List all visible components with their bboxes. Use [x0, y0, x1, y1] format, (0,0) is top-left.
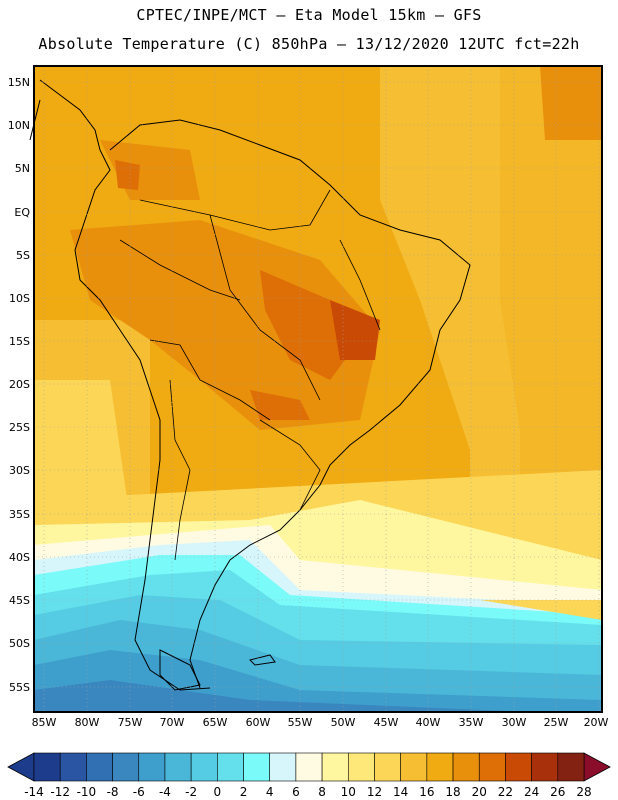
colorbar-swatch	[478, 752, 506, 782]
colorbar-low-arrow	[7, 752, 35, 782]
lat-label: 20S	[9, 378, 30, 391]
lat-label: 25S	[9, 421, 30, 434]
lon-label: 50W	[331, 716, 356, 729]
coastlines	[29, 79, 471, 691]
colorbar-label: -8	[107, 785, 119, 799]
pacific-coastline	[39, 79, 211, 691]
lat-label: 50S	[9, 637, 30, 650]
lon-label: 85W	[32, 716, 57, 729]
lon-label: 65W	[203, 716, 228, 729]
colorbar-swatch	[347, 752, 375, 782]
colorbar-label: -4	[159, 785, 171, 799]
colorbar-label: 22	[498, 785, 513, 799]
lat-label: 15N	[8, 76, 30, 89]
map-frame	[33, 65, 603, 713]
lon-label: 55W	[288, 716, 313, 729]
lat-label: 55S	[9, 681, 30, 694]
temperature-field	[34, 66, 602, 712]
lon-label: 70W	[160, 716, 185, 729]
colorbar-label: 14	[393, 785, 408, 799]
colorbar-swatch	[243, 752, 271, 782]
colorbar-swatch	[374, 752, 401, 782]
lat-label: 5N	[15, 162, 30, 175]
colorbar-label: -10	[77, 785, 97, 799]
colorbar-swatch	[557, 752, 585, 782]
atlantic-coastline	[109, 119, 471, 689]
lat-label: 15S	[9, 335, 30, 348]
colorbar-swatch	[112, 752, 140, 782]
colorbar-label: -6	[133, 785, 145, 799]
continental-warm-interior	[70, 220, 380, 430]
chart-subtitle: Absolute Temperature (C) 850hPa – 13/12/…	[38, 35, 580, 53]
colorbar-swatch	[452, 752, 480, 782]
falkland-islands	[249, 654, 276, 666]
colorbar: -14 -12 -10 -8 -6 -4 -2 0 2 4 6 8 10 12 14 16 18 20 22 24 26…	[7, 752, 611, 799]
lat-label: 40S	[9, 551, 30, 564]
lon-label: 30W	[502, 716, 527, 729]
tierra-del-fuego	[159, 649, 201, 691]
lon-label: 25W	[544, 716, 569, 729]
colorbar-swatch	[400, 752, 428, 782]
colorbar-label: 16	[419, 785, 434, 799]
lat-label: 30S	[9, 464, 30, 477]
colorbar-label: 18	[445, 785, 460, 799]
latitude-axis: 15N 10N 5N EQ 5S 10S 15S 20S 25S 30S 35S…	[8, 76, 31, 694]
colorbar-swatch	[321, 752, 349, 782]
colorbar-label: -2	[185, 785, 197, 799]
colorbar-swatch	[86, 752, 113, 782]
lat-label: 10S	[9, 292, 30, 305]
lat-label: 5S	[16, 249, 30, 262]
colorbar-label: -14	[24, 785, 44, 799]
colorbar-label: 0	[214, 785, 222, 799]
colorbar-label: 2	[240, 785, 248, 799]
colorbar-swatch	[138, 752, 166, 782]
colorbar-label: -12	[50, 785, 70, 799]
colorbar-label: 10	[341, 785, 356, 799]
lat-label: 10N	[8, 119, 30, 132]
hot-core-brazil	[260, 270, 360, 380]
colorbar-label: 24	[524, 785, 539, 799]
lon-label: 35W	[459, 716, 484, 729]
country-borders	[119, 189, 381, 561]
lon-label: 75W	[118, 716, 143, 729]
colorbar-label: 4	[266, 785, 274, 799]
colorbar-swatch	[295, 752, 323, 782]
chart-title: CPTEC/INPE/MCT – Eta Model 15km – GFS	[136, 6, 482, 24]
colorbar-label: 20	[472, 785, 487, 799]
colorbar-label: 6	[292, 785, 300, 799]
colorbar-label: 28	[576, 785, 591, 799]
colorbar-label: 12	[367, 785, 382, 799]
north-warm-patch	[540, 66, 602, 140]
lat-label: 45S	[9, 594, 30, 607]
colorbar-swatch	[426, 752, 454, 782]
colorbar-swatch	[59, 752, 87, 782]
lat-label: EQ	[14, 206, 30, 219]
colorbar-swatch	[531, 752, 559, 782]
lon-label: 20W	[584, 716, 609, 729]
lat-label: 35S	[9, 508, 30, 521]
colorbar-swatch	[33, 752, 61, 782]
colorbar-swatch	[190, 752, 218, 782]
lat-lon-grid	[34, 66, 602, 712]
colorbar-swatch	[217, 752, 244, 782]
lon-label: 80W	[75, 716, 100, 729]
lon-label: 40W	[416, 716, 441, 729]
lon-label: 45W	[374, 716, 399, 729]
colorbar-swatch	[164, 752, 192, 782]
colorbar-high-arrow	[583, 752, 611, 782]
colorbar-swatch	[505, 752, 532, 782]
colorbar-swatch	[269, 752, 297, 782]
colorbar-label: 26	[550, 785, 565, 799]
lon-label: 60W	[246, 716, 271, 729]
colorbar-label: 8	[318, 785, 326, 799]
longitude-axis: 85W 80W 75W 70W 65W 60W 55W 50W 45W 40W …	[32, 716, 609, 729]
